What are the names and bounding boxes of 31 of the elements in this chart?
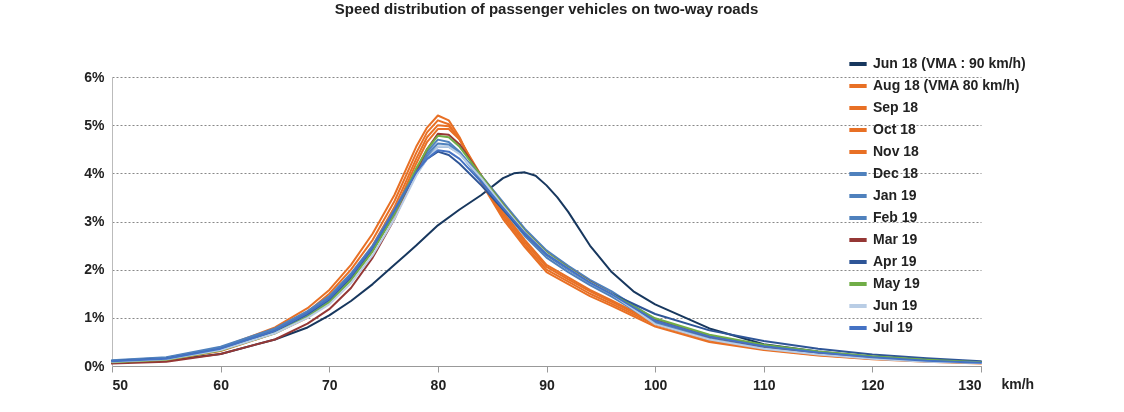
x-tick-label: 90 [539,376,555,393]
legend-label: Jun 18 (VMA : 90 km/h) [873,55,1026,71]
y-tick-label: 2% [84,261,106,278]
legend-label: Feb 19 [873,209,918,225]
x-tick-label: 80 [430,376,447,393]
x-tick-label: 130 [958,376,982,393]
legend-label: Dec 18 [873,165,919,181]
legend-label: Sep 18 [873,99,919,115]
x-tick-label: 70 [321,376,338,393]
x-tick-label: 100 [643,376,668,393]
legend-label: Nov 18 [873,143,920,159]
legend-label: Oct 18 [873,121,917,137]
y-tick-label: 4% [84,164,106,181]
legend-label: Jul 19 [873,319,913,335]
y-tick-label: 6% [84,68,106,85]
x-tick-label: 120 [861,376,885,393]
y-tick-label: 1% [84,309,106,326]
legend-label: May 19 [873,275,920,291]
x-axis-title: km/h [1001,375,1035,392]
legend-label: Jun 19 [873,297,918,313]
chart-title: Speed distribution of passenger vehicles on two-way roads [334,0,759,17]
y-tick-label: 5% [84,116,106,133]
x-tick-label: 50 [112,376,129,393]
legend-label: Aug 18 (VMA 80 km/h) [873,77,1020,93]
y-tick-label: 0% [84,357,106,374]
x-tick-label: 110 [752,376,776,393]
legend-label: Apr 19 [873,253,917,269]
legend-label: Mar 19 [873,231,918,247]
y-tick-label: 3% [84,213,106,229]
x-tick-label: 60 [213,376,230,393]
legend-label: Jan 19 [873,187,917,203]
